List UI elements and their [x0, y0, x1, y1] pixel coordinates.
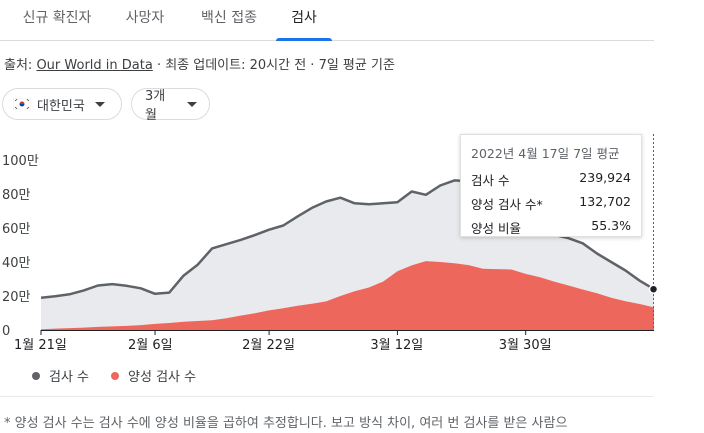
- country-dropdown[interactable]: 대한민국: [2, 88, 122, 120]
- tooltip-value: 239,924: [579, 170, 631, 185]
- x-tick-label: 3월 12일: [370, 338, 423, 353]
- tooltip-label: 양성 검사 수*: [471, 197, 543, 212]
- range-dropdown-label: 3개월: [145, 89, 166, 123]
- tooltip-value: 132,702: [579, 194, 631, 209]
- range-dropdown[interactable]: 3개월: [131, 88, 210, 123]
- x-tick-label: 2월 6일: [128, 338, 173, 353]
- tab-deaths[interactable]: 사망자: [125, 10, 165, 26]
- legend-item-positive: 양성 검사 수: [111, 366, 196, 385]
- legend-label: 양성 검사 수: [128, 370, 197, 385]
- tooltip-label: 양성 비율: [471, 221, 521, 236]
- source-prefix: 출처:: [4, 58, 33, 73]
- chevron-down-icon: [187, 101, 197, 107]
- legend-dot-positive: [111, 371, 120, 380]
- positive-tests-area: [41, 261, 654, 330]
- x-axis: 1월 21일 2월 6일 2월 22일 3월 12일 3월 30일: [14, 330, 552, 353]
- tab-vaccination[interactable]: 백신 접종: [201, 10, 257, 26]
- chevron-down-icon: [94, 101, 105, 107]
- source-details: · 최종 업데이트: 20시간 전 · 7일 평균 기준: [152, 58, 395, 73]
- tooltip-value: 55.3%: [591, 218, 631, 233]
- tooltip-row-rate: 양성 비율 55.3%: [471, 218, 631, 242]
- y-tick-label: 60만: [2, 222, 31, 237]
- y-tick-label: 80만: [2, 188, 31, 203]
- divider: [0, 396, 654, 397]
- legend-dot-tests: [32, 371, 40, 380]
- tab-new-cases[interactable]: 신규 확진자: [22, 10, 92, 26]
- country-dropdown-label: 대한민국: [37, 98, 85, 114]
- source-line: 출처: Our World in Data · 최종 업데이트: 20시간 전 …: [4, 54, 395, 73]
- chart-tooltip: 2022년 4월 17일 7일 평균 검사 수 239,924 양성 검사 수*…: [460, 134, 642, 237]
- hover-point: [648, 284, 659, 294]
- y-tick-label: 20만: [2, 290, 31, 305]
- tab-bar: 신규 확진자 사망자 백신 접종 검사: [0, 0, 654, 41]
- x-tick-label: 1월 21일: [14, 338, 67, 353]
- legend-label: 검사 수: [49, 370, 90, 385]
- south-korea-flag-icon: [13, 98, 31, 110]
- legend-item-tests: 검사 수: [32, 366, 89, 385]
- y-tick-label: 40만: [2, 256, 31, 271]
- source-link[interactable]: Our World in Data: [36, 58, 153, 73]
- tooltip-title: 2022년 4월 17일 7일 평균: [471, 146, 620, 161]
- chart-legend: 검사 수 양성 검사 수: [32, 366, 218, 385]
- x-tick-label: 3월 30일: [499, 338, 552, 353]
- x-tick-label: 2월 22일: [242, 338, 295, 353]
- tooltip-row-positive: 양성 검사 수* 132,702: [471, 194, 631, 218]
- y-tick-label: 0: [2, 324, 10, 339]
- tooltip-row-tests: 검사 수 239,924: [471, 170, 631, 194]
- y-axis: 0 20만 40만 60만 80만 100만: [2, 154, 39, 339]
- tooltip-label: 검사 수: [471, 173, 510, 188]
- y-tick-label: 100만: [2, 154, 39, 169]
- tab-testing[interactable]: 검사: [276, 0, 332, 41]
- footnote: * 양성 검사 수는 검사 수에 양성 비율을 곱하여 추정합니다. 보고 방식…: [4, 416, 568, 431]
